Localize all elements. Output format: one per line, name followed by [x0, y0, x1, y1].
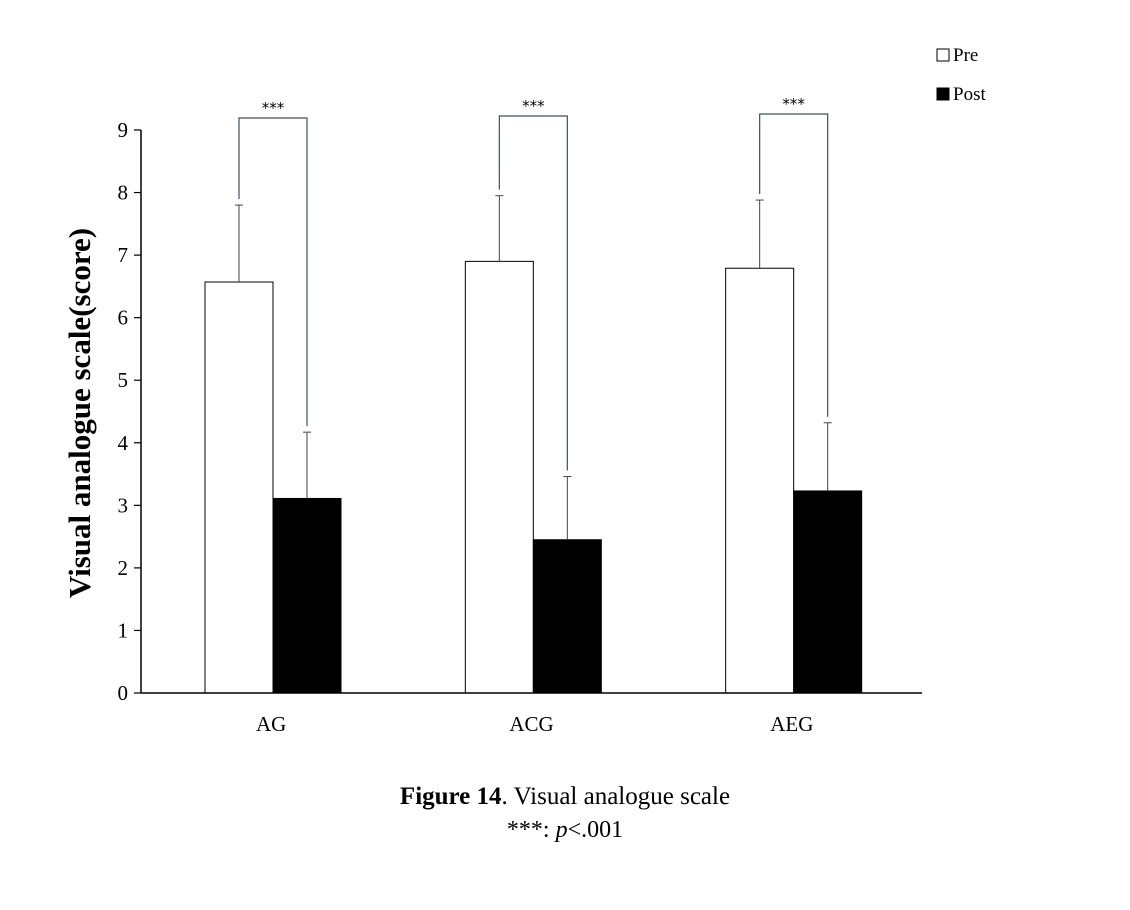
bar-post — [532, 539, 602, 694]
bar-post — [793, 490, 863, 694]
bar-post — [272, 497, 342, 694]
x-axis-labels: AG ACG AEG — [256, 712, 813, 736]
significance-label: *** — [782, 95, 805, 113]
y-tick-label: 7 — [118, 243, 129, 267]
x-tick-label: ACG — [509, 712, 553, 736]
bar-chart: 0 1 2 3 4 5 6 7 8 9 *** *** *** AG ACG AEG Visual ana… — [62, 45, 986, 736]
significance-bracket — [498, 115, 568, 471]
figure-label: Figure 14 — [399, 783, 502, 810]
y-axis-title: Visual analogue scale(score) — [62, 228, 97, 598]
significance-bracket — [759, 113, 829, 417]
y-tick-label: 5 — [118, 368, 129, 392]
y-tick-label: 8 — [118, 181, 129, 205]
legend-label-post: Post — [953, 84, 986, 105]
bars — [204, 195, 863, 694]
legend-label-pre: Pre — [953, 45, 978, 66]
y-axis-ticks: 0 1 2 3 4 5 6 7 8 9 — [118, 118, 141, 705]
y-tick-label: 0 — [118, 681, 129, 705]
bar-pre — [464, 260, 534, 694]
legend-swatch-post — [936, 87, 950, 101]
y-tick-label: 3 — [118, 493, 129, 517]
figure-title: . Visual analogue scale — [501, 783, 731, 810]
legend-swatch-pre — [936, 48, 950, 62]
note-stars: ***: — [506, 817, 556, 843]
significance-brackets: *** *** *** — [238, 95, 829, 471]
y-tick-label: 6 — [118, 306, 129, 330]
x-tick-label: AG — [256, 712, 286, 736]
note-p: p — [555, 817, 568, 843]
x-tick-label: AEG — [770, 712, 813, 736]
bar-pre — [204, 281, 274, 694]
significance-label: *** — [262, 99, 285, 117]
significance-note: ***: p<.001 — [0, 817, 1130, 844]
figure-caption: Figure 14. Visual analogue scale — [0, 783, 1130, 811]
significance-label: *** — [522, 97, 545, 115]
bar-pre — [725, 267, 795, 694]
y-tick-label: 1 — [118, 618, 129, 642]
y-tick-label: 9 — [118, 118, 129, 142]
significance-bracket — [238, 117, 308, 427]
legend: Pre Post — [936, 45, 986, 105]
note-value: <.001 — [567, 817, 624, 843]
y-tick-label: 2 — [118, 556, 129, 580]
y-tick-label: 4 — [118, 431, 129, 455]
